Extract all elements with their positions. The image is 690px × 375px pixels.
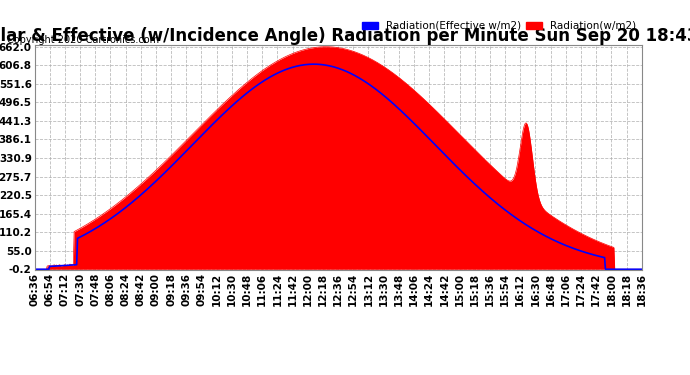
Title: Solar & Effective (w/Incidence Angle) Radiation per Minute Sun Sep 20 18:43: Solar & Effective (w/Incidence Angle) Ra… bbox=[0, 27, 690, 45]
Legend: Radiation(Effective w/m2), Radiation(w/m2): Radiation(Effective w/m2), Radiation(w/m… bbox=[362, 21, 636, 31]
Text: Copyright 2020 Cartronics.com: Copyright 2020 Cartronics.com bbox=[7, 35, 159, 45]
